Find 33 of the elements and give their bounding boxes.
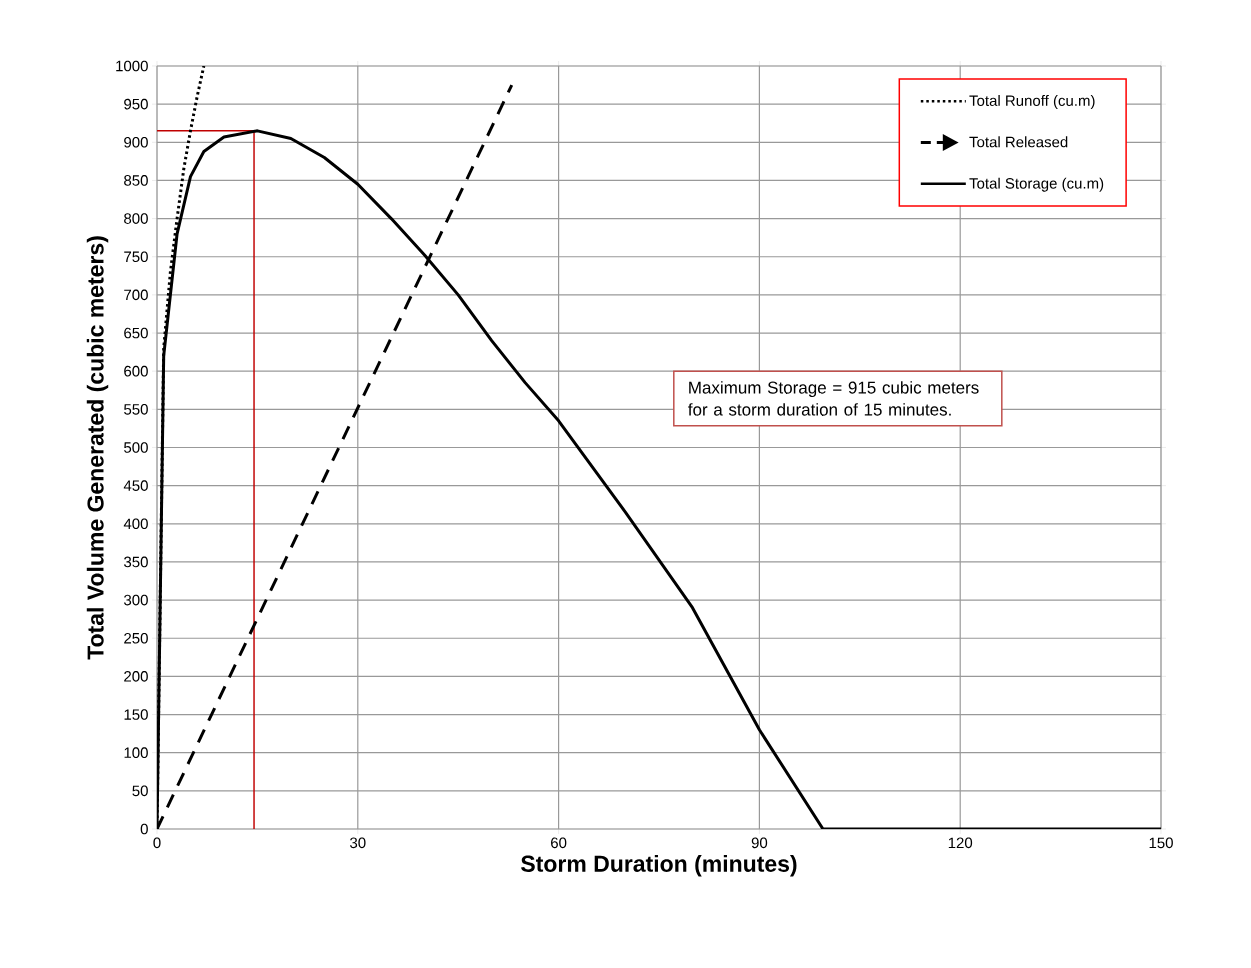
- x-tick-label: 30: [350, 837, 366, 849]
- y-tick-label: 150: [124, 709, 148, 720]
- y-tick-label: 1000: [116, 60, 148, 72]
- y-tick-label: 700: [124, 289, 148, 301]
- annotation: Maximum Storage = 915 cubic meters for a storm duration of 15 minutes.: [688, 381, 979, 416]
- y-tick-label: 800: [124, 213, 148, 224]
- y-tick-label: 400: [123, 518, 148, 530]
- x-tick-label: 0: [153, 837, 161, 849]
- y-axis-title: Total Volume Generated (cubic meters): [86, 236, 109, 660]
- legend-label: Total Storage (cu.m): [969, 177, 1104, 192]
- x-tick-label: 150: [1149, 837, 1173, 849]
- y-tick-label: 100: [124, 747, 148, 758]
- y-tick-label: 200: [124, 671, 148, 682]
- x-tick-label: 60: [551, 837, 567, 849]
- x-tick-label: 90: [751, 837, 768, 849]
- x-tick-label: 120: [948, 837, 973, 849]
- x-axis-title: Storm Duration (minutes): [521, 855, 797, 877]
- y-tick-label: 500: [124, 442, 148, 453]
- y-tick-label: 50: [132, 785, 148, 797]
- y-tick-label: 750: [124, 251, 148, 263]
- y-tick-label: 0: [140, 823, 148, 835]
- legend-label: Total Released: [969, 136, 1068, 148]
- legend-label: Total Runoff (cu.m): [969, 94, 1095, 109]
- y-tick-label: 300: [124, 594, 148, 606]
- y-tick-label: 350: [124, 556, 148, 568]
- y-tick-label: 650: [124, 327, 148, 339]
- y-tick-label: 450: [123, 480, 148, 491]
- y-tick-label: 550: [124, 404, 148, 415]
- y-tick-label: 600: [124, 365, 148, 377]
- y-tick-label: 250: [124, 632, 148, 644]
- y-tick-label: 850: [124, 175, 148, 186]
- y-tick-label: 950: [124, 98, 148, 110]
- y-tick-label: 900: [124, 136, 148, 148]
